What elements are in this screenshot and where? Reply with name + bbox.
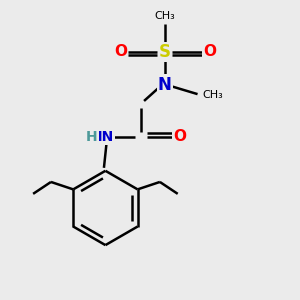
Text: HN: HN: [91, 130, 114, 144]
Text: O: O: [114, 44, 127, 59]
Text: O: O: [203, 44, 216, 59]
Text: CH₃: CH₃: [202, 90, 223, 100]
Text: H: H: [86, 130, 98, 144]
Text: CH₃: CH₃: [154, 11, 175, 21]
Text: N: N: [158, 76, 172, 94]
Text: O: O: [173, 129, 186, 144]
Text: S: S: [159, 43, 171, 61]
